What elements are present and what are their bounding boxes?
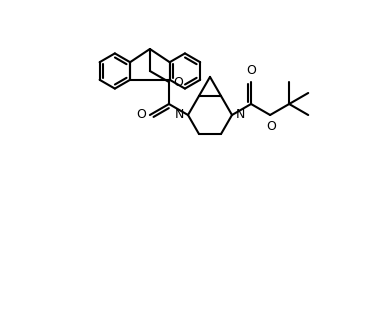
Text: O: O — [173, 75, 183, 88]
Text: O: O — [246, 64, 256, 77]
Text: O: O — [266, 120, 276, 133]
Text: O: O — [136, 109, 146, 122]
Text: N: N — [175, 109, 184, 122]
Text: N: N — [236, 108, 245, 121]
